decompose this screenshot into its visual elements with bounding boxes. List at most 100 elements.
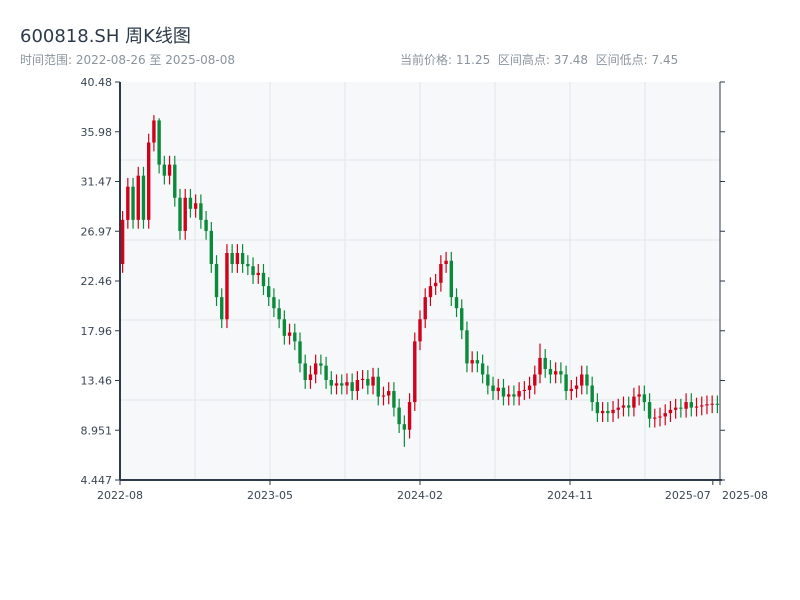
- candle-down: [246, 264, 250, 267]
- candle-down: [366, 378, 370, 386]
- candle-down: [715, 403, 720, 405]
- candle-down: [188, 197, 193, 209]
- candle-up: [668, 409, 673, 414]
- candle-up: [256, 272, 260, 276]
- candle-down: [266, 286, 271, 298]
- candle-up: [470, 360, 474, 364]
- candle-up: [334, 383, 339, 386]
- candle-down: [679, 407, 683, 409]
- candle-up: [308, 374, 313, 381]
- candle-up: [225, 252, 229, 320]
- candle-down: [209, 230, 214, 265]
- candle-down: [329, 380, 334, 386]
- x-tick-label: 2025-08: [722, 489, 768, 502]
- candle-down: [590, 385, 594, 403]
- candle-up: [616, 407, 620, 410]
- price-stats-label: 当前价格: 11.25 区间高点: 37.48 区间低点: 7.45: [400, 53, 679, 67]
- y-tick-label: 26.97: [81, 225, 113, 238]
- candle-up: [663, 413, 667, 417]
- candle-down: [282, 319, 287, 336]
- candle-down: [647, 402, 652, 419]
- candle-up: [355, 380, 360, 392]
- candle-down: [402, 424, 407, 430]
- candle-down: [491, 385, 495, 392]
- candle-down: [340, 383, 344, 386]
- candle-down: [204, 219, 208, 231]
- candle-down: [220, 297, 224, 320]
- candle-down: [460, 308, 464, 331]
- candle-down: [486, 374, 490, 386]
- candle-down: [293, 332, 297, 342]
- candle-up: [600, 410, 605, 414]
- x-tick-label: 2024-02: [397, 489, 443, 502]
- candle-up: [386, 391, 391, 396]
- candle-down: [303, 363, 307, 381]
- grid: [120, 82, 720, 480]
- candle-down: [324, 365, 328, 381]
- candle-up: [533, 374, 537, 386]
- x-tick-label: 2024-11: [547, 489, 593, 502]
- y-tick-label: 13.46: [81, 375, 113, 388]
- candle-down: [606, 410, 610, 414]
- candle-up: [381, 395, 386, 397]
- candle-up: [538, 357, 542, 375]
- chart-title: 600818.SH 周K线图: [20, 26, 191, 47]
- candle-down: [214, 264, 219, 298]
- candle-up: [287, 332, 292, 336]
- candle-up: [360, 378, 365, 381]
- candle-up: [658, 416, 662, 418]
- candle-up: [193, 203, 198, 209]
- candle-up: [152, 120, 156, 143]
- candle-up: [146, 142, 151, 220]
- candle-up: [705, 404, 709, 406]
- candle-down: [480, 363, 485, 375]
- candle-down: [585, 374, 589, 386]
- x-tick-label: 2022-08: [97, 489, 143, 502]
- candle-up: [407, 402, 412, 430]
- candle-down: [454, 297, 459, 309]
- y-tick-label: 8.951: [81, 424, 113, 437]
- candle-down: [199, 203, 203, 220]
- candle-down: [501, 387, 506, 397]
- candle-down: [559, 371, 563, 375]
- candle-down: [298, 341, 302, 364]
- candle-down: [392, 391, 396, 408]
- candle-up: [673, 407, 678, 410]
- candles: [120, 115, 720, 447]
- candle-up: [126, 186, 130, 220]
- candle-down: [230, 252, 234, 265]
- y-tick-label: 40.48: [81, 76, 113, 89]
- candle-down: [543, 357, 547, 369]
- candle-up: [235, 252, 240, 265]
- candle-up: [710, 403, 714, 405]
- candle-up: [439, 264, 443, 283]
- x-tick-label: 2025-07: [665, 489, 711, 502]
- y-tick-label: 35.98: [81, 126, 113, 139]
- candle-up: [183, 197, 187, 231]
- candle-up: [167, 164, 172, 176]
- candle-up: [580, 374, 584, 386]
- candle-up: [120, 219, 125, 265]
- candle-up: [418, 319, 422, 342]
- candle-up: [522, 389, 527, 392]
- candle-down: [475, 360, 480, 364]
- candle-up: [428, 286, 433, 298]
- candle-down: [642, 394, 647, 403]
- candle-down: [272, 297, 276, 309]
- y-tick-label: 17.96: [81, 325, 113, 338]
- candle-up: [621, 405, 626, 408]
- y-tick-label: 22.46: [81, 275, 113, 288]
- candle-down: [564, 374, 568, 392]
- candle-down: [449, 260, 454, 298]
- candle-up: [423, 297, 427, 320]
- candle-down: [178, 197, 182, 231]
- candle-down: [141, 175, 146, 220]
- candle-down: [162, 164, 167, 176]
- axes: 40.48 35.98 31.47 26.97 22.46 17.96 13.46 8.951…: [81, 76, 768, 502]
- candle-down: [157, 120, 161, 165]
- candle-up: [313, 363, 318, 375]
- candle-down: [261, 272, 266, 287]
- candle-up: [611, 409, 615, 414]
- candle-up: [444, 260, 448, 265]
